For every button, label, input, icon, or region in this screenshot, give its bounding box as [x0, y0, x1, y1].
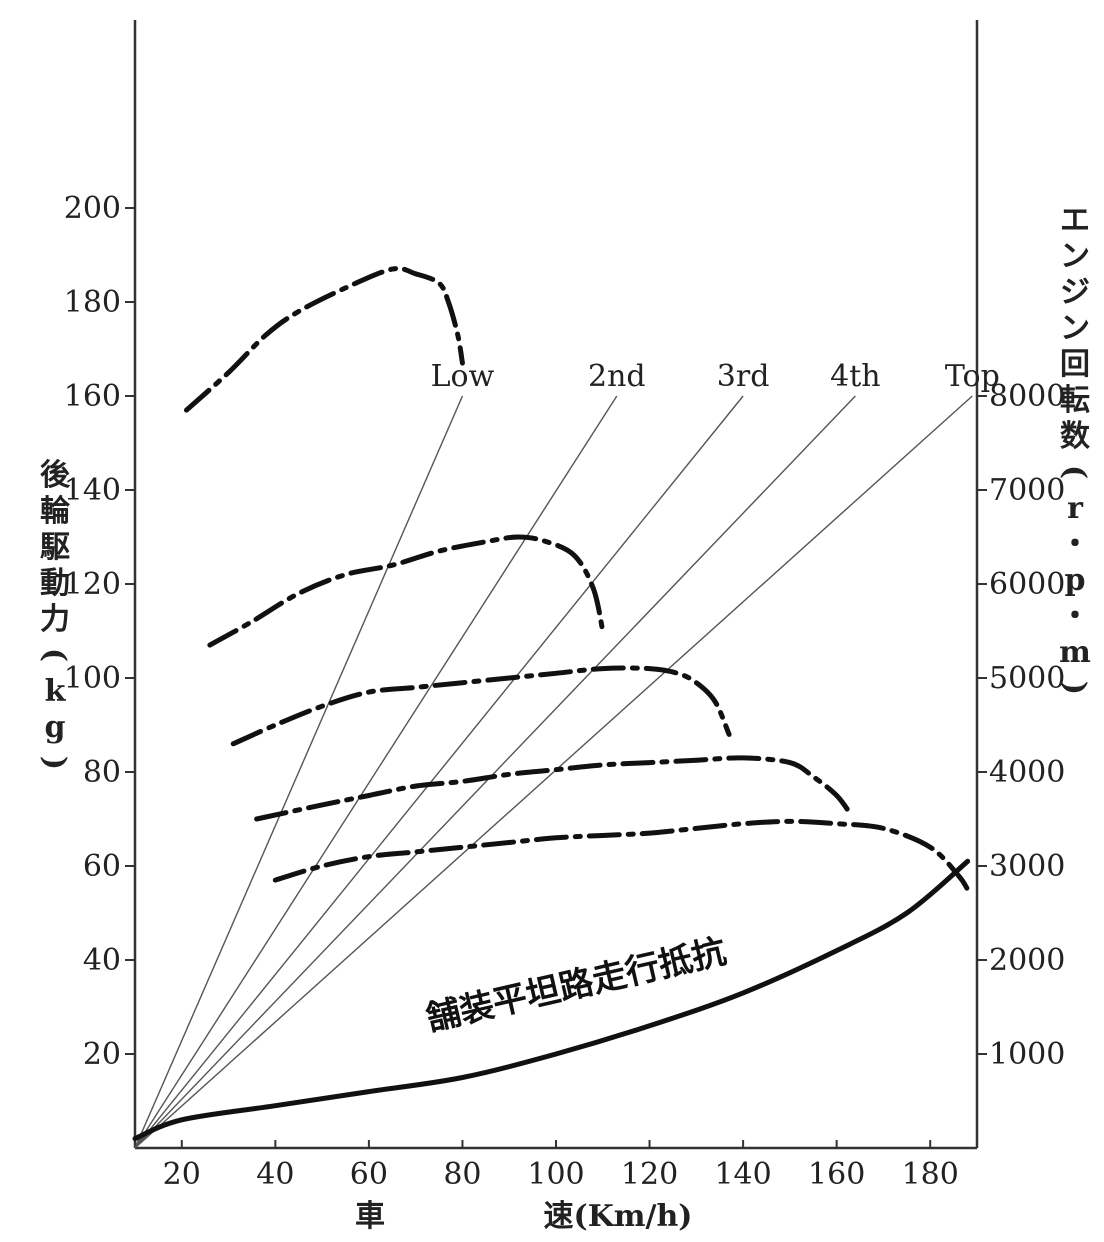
y-right-tick-label: 6000	[989, 567, 1065, 602]
gear-line-low	[134, 395, 464, 1149]
y-right-axis-title-char: )	[1057, 681, 1092, 695]
y-left-axis-title-char: (	[37, 648, 72, 662]
gear-line-4th	[134, 395, 856, 1149]
y-right-axis-title-char: (	[1057, 465, 1092, 479]
y-left-tick-label: 20	[83, 1037, 121, 1072]
y-left-tick-label: 60	[83, 849, 121, 884]
gear-line-top	[134, 395, 973, 1149]
gear-line-3rd	[134, 395, 744, 1149]
y-left-tick-label: 100	[64, 661, 121, 696]
x-tick-label: 120	[621, 1157, 678, 1192]
y-right-axis-title-char: ・	[1060, 599, 1090, 634]
y-left-axis-title-char: 動	[40, 566, 70, 601]
x-tick-label: 100	[527, 1157, 584, 1192]
y-left-axis-title-char: 駆	[40, 530, 70, 565]
driving-force-curve-top	[272, 818, 971, 892]
y-left-axis-title-char: 輪	[40, 494, 71, 529]
y-right-tick-label: 3000	[989, 849, 1065, 884]
y-right-tick-label: 7000	[989, 473, 1065, 508]
gear-label-4th: 4th	[830, 359, 880, 394]
y-right-tick-label: 5000	[989, 661, 1065, 696]
x-axis-title: 車 速(Km/h)	[355, 1199, 692, 1234]
y-right-axis-title-char: ン	[1060, 239, 1090, 274]
gear-label-2nd: 2nd	[588, 359, 646, 394]
y-right-axis-title-char: m	[1059, 635, 1091, 670]
y-right-axis-title-char: ン	[1060, 311, 1090, 346]
y-right-axis-title-char: r	[1067, 491, 1084, 526]
y-left-tick-label: 200	[64, 191, 121, 226]
driving-force-curve-4th	[254, 755, 854, 822]
x-tick-label: 140	[714, 1157, 771, 1192]
y-right-tick-label: 2000	[989, 943, 1065, 978]
y-left-axis-title-char: )	[37, 756, 72, 770]
resistance-curve-label: 舗装平坦路走行抵抗	[422, 931, 730, 1039]
y-left-tick-label: 180	[64, 285, 121, 320]
y-right-axis-title-char: ・	[1060, 527, 1090, 562]
y-left-tick-label: 40	[83, 943, 121, 978]
y-left-tick-label: 80	[83, 755, 121, 790]
gear-line-2nd	[134, 395, 618, 1149]
x-tick-label: 40	[256, 1157, 294, 1192]
y-left-tick-label: 120	[64, 567, 121, 602]
x-tick-label: 180	[902, 1157, 959, 1192]
x-tick-label: 60	[350, 1157, 388, 1192]
y-left-tick-label: 140	[64, 473, 121, 508]
driving-force-curve-low	[183, 266, 465, 413]
x-tick-label: 80	[443, 1157, 481, 1192]
y-right-axis-title-char: 転	[1060, 383, 1090, 418]
y-right-tick-label: 1000	[989, 1037, 1065, 1072]
resistance-curve	[132, 858, 971, 1142]
y-right-tick-label: 4000	[989, 755, 1065, 790]
y-left-axis-title-char: k	[45, 674, 67, 709]
y-right-axis-title-char: エ	[1060, 203, 1090, 238]
y-right-axis-title-char: ジ	[1060, 275, 1090, 310]
y-right-axis-title-char: p	[1065, 563, 1086, 598]
y-left-axis-title-char: 力	[40, 602, 70, 637]
y-left-tick-label: 160	[64, 379, 121, 414]
y-left-axis-title-char: 後	[40, 458, 71, 493]
y-right-axis-title-char: 数	[1060, 419, 1091, 454]
gear-label-top: Top	[945, 359, 1000, 394]
gear-label-3rd: 3rd	[717, 359, 770, 394]
x-tick-label: 20	[163, 1157, 201, 1192]
x-axis-title-part: 速(Km/h)	[544, 1199, 693, 1234]
y-right-axis-title-char: 回	[1060, 347, 1090, 382]
x-tick-label: 160	[808, 1157, 865, 1192]
y-left-axis-title-char: g	[45, 710, 66, 745]
x-axis-title-part: 車	[355, 1199, 385, 1234]
y-right-tick-label: 8000	[989, 379, 1065, 414]
driving-force-curve-2nd	[207, 534, 606, 648]
driving-force-curve-3rd	[230, 665, 732, 747]
